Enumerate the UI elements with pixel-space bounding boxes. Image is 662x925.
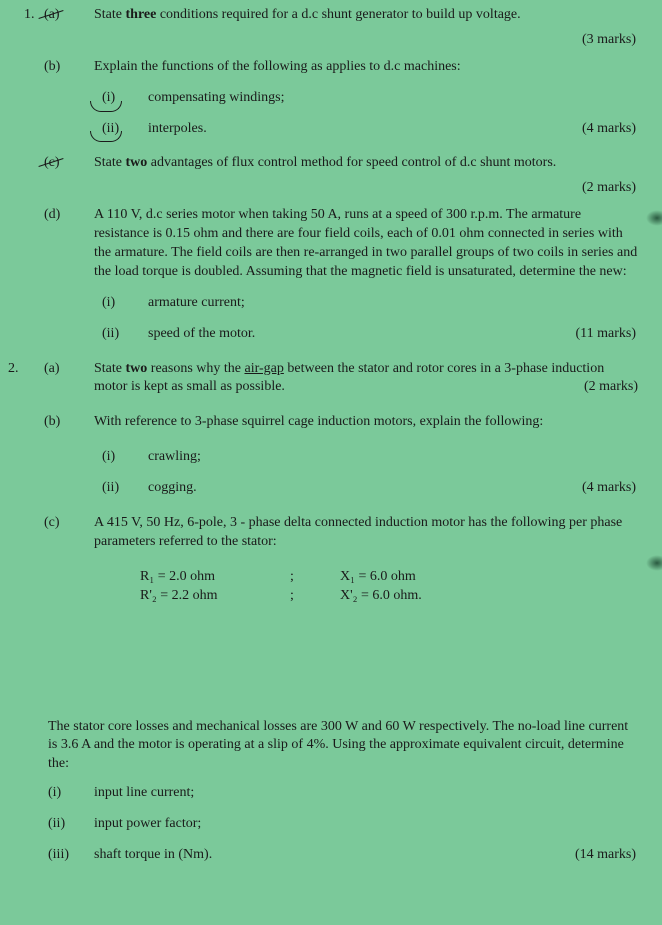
q2b-i-row: (i) crawling;	[24, 448, 638, 467]
q2b-ii-label: (ii)	[94, 479, 148, 498]
q1a-pre: State	[94, 7, 126, 22]
q2b-marks: (4 marks)	[516, 479, 638, 498]
q2c-iii-row: (iii) shaft torque in (Nm). (14 marks)	[48, 846, 638, 865]
param-x2: X'₂ = 6.0 ohm.	[340, 587, 450, 606]
q1d-i-label: (i)	[94, 294, 148, 313]
q1c-bold: two	[126, 155, 148, 170]
q2a-label: (a)	[44, 360, 94, 379]
q1a-label: (a)	[44, 6, 94, 25]
q1d-text: A 110 V, d.c series motor when taking 50…	[94, 206, 638, 282]
q1d-row: (d) A 110 V, d.c series motor when takin…	[24, 206, 638, 282]
q1b-i-row: (i) compensating windings;	[24, 89, 638, 108]
q1d-i-row: (i) armature current;	[24, 294, 638, 313]
q1d-label: (d)	[44, 206, 94, 225]
q2a-body: State two reasons why the air-gap betwee…	[94, 360, 638, 398]
q1d-marks: (11 marks)	[516, 325, 638, 344]
q1d-i-text: armature current;	[148, 294, 638, 313]
q1b-marks: (4 marks)	[516, 120, 638, 139]
q1c-label: (c)	[44, 154, 94, 173]
q2b-text: With reference to 3-phase squirrel cage …	[94, 413, 638, 432]
q1b-i-label: (i)	[94, 89, 148, 108]
param-r1: R₁ = 2.0 ohm	[140, 568, 250, 587]
q2c-marks: (14 marks)	[516, 846, 638, 865]
q2a-row: 2. (a) State two reasons why the air-gap…	[24, 360, 638, 398]
q2a-mid: reasons why the	[147, 361, 244, 376]
q1c-row: (c) State two advantages of flux control…	[24, 154, 638, 173]
param-x1: X₁ = 6.0 ohm	[340, 568, 450, 587]
q1c-pre: State	[94, 155, 126, 170]
scan-artifact-2	[646, 555, 662, 571]
q1b-row: (b) Explain the functions of the followi…	[24, 58, 638, 77]
q1d-ii-row: (ii) speed of the motor. (11 marks)	[24, 325, 638, 344]
q2c-params: R₁ = 2.0 ohm R'₂ = 2.2 ohm ; ; X₁ = 6.0 …	[24, 568, 638, 606]
q2b-i-label: (i)	[94, 448, 148, 467]
q2c-tail: The stator core losses and mechanical lo…	[48, 718, 638, 775]
q1a-marks: (3 marks)	[24, 31, 638, 50]
q2c-i-row: (i) input line current;	[48, 784, 638, 803]
q1-number: 1.	[24, 6, 44, 25]
q1c-marks: (2 marks)	[24, 179, 638, 198]
q1d-ii-label: (ii)	[94, 325, 148, 344]
q1a-body: State three conditions required for a d.…	[94, 6, 638, 25]
q1a-post: conditions required for a d.c shunt gene…	[156, 7, 520, 22]
q1b-text: Explain the functions of the following a…	[94, 58, 638, 77]
q2c-text: A 415 V, 50 Hz, 6-pole, 3 - phase delta …	[94, 514, 638, 552]
q1b-ii-text: interpoles.	[148, 120, 516, 139]
q2-number: 2.	[8, 360, 44, 379]
q1a-bold: three	[126, 7, 157, 22]
q2c-iii-label: (iii)	[48, 846, 94, 865]
q2c-i-text: input line current;	[94, 784, 638, 803]
q2b-ii-row: (ii) cogging. (4 marks)	[24, 479, 638, 498]
q1c-body: State two advantages of flux control met…	[94, 154, 638, 173]
q2b-ii-text: cogging.	[148, 479, 516, 498]
exam-page: 1. (a) State three conditions required f…	[0, 0, 662, 881]
q2b-label: (b)	[44, 413, 94, 432]
param-sep1: ;	[290, 568, 300, 587]
q2a-ul: air-gap	[244, 361, 283, 376]
scan-artifact-1	[646, 210, 662, 226]
q1b-ii-label: (ii)	[94, 120, 148, 139]
q2a-pre: State	[94, 361, 126, 376]
q1c-post: advantages of flux control method for sp…	[147, 155, 556, 170]
q2b-row: (b) With reference to 3-phase squirrel c…	[24, 413, 638, 432]
q2c-iii-text: shaft torque in (Nm).	[94, 846, 516, 865]
q2c-row: (c) A 415 V, 50 Hz, 6-pole, 3 - phase de…	[24, 514, 638, 552]
q1b-label: (b)	[44, 58, 94, 77]
param-sep2: ;	[290, 587, 300, 606]
q2c-tail-block: The stator core losses and mechanical lo…	[24, 718, 638, 865]
q2a-marks: (2 marks)	[584, 378, 638, 397]
q2c-ii-text: input power factor;	[94, 815, 638, 834]
q2a-bold: two	[126, 361, 148, 376]
param-r2: R'₂ = 2.2 ohm	[140, 587, 250, 606]
q1b-ii-row: (ii) interpoles. (4 marks)	[24, 120, 638, 139]
q1b-i-text: compensating windings;	[148, 89, 638, 108]
q2c-ii-label: (ii)	[48, 815, 94, 834]
q1a-row: 1. (a) State three conditions required f…	[24, 6, 638, 25]
q2b-i-text: crawling;	[148, 448, 638, 467]
q2c-i-label: (i)	[48, 784, 94, 803]
q2c-label: (c)	[44, 514, 94, 533]
q1d-ii-text: speed of the motor.	[148, 325, 516, 344]
q2c-ii-row: (ii) input power factor;	[48, 815, 638, 834]
